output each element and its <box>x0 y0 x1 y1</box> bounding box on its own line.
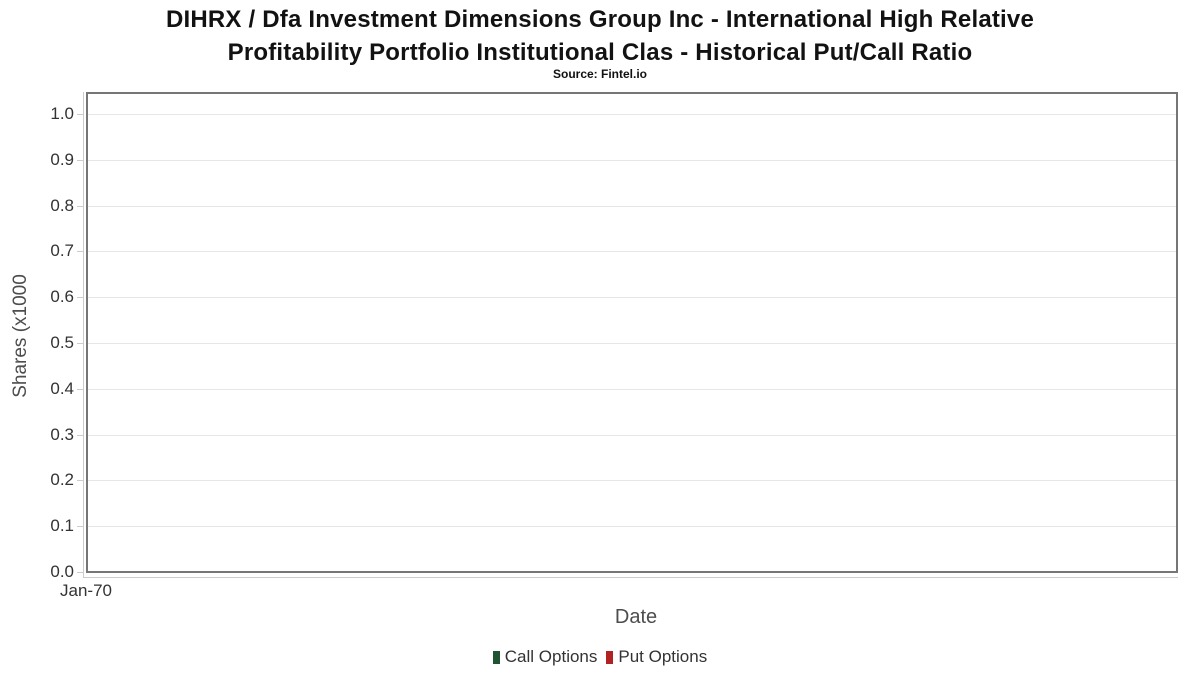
gridline <box>88 114 1176 115</box>
y-tick-label: 0.4 <box>50 378 74 398</box>
x-tick-label: Jan-70 <box>60 581 112 600</box>
legend-item-put-options[interactable]: Put Options <box>606 647 707 667</box>
gridline <box>88 388 1176 390</box>
y-tick <box>77 572 83 573</box>
y-tick-label: 0.0 <box>50 562 74 581</box>
gridline <box>88 526 1176 528</box>
y-tick-label: 0.6 <box>50 287 74 307</box>
y-tick-label: 0.8 <box>50 195 74 215</box>
gridline <box>88 434 1176 436</box>
gridline <box>88 251 1176 253</box>
x-axis-line <box>83 577 1178 578</box>
plot-border <box>86 92 1178 573</box>
legend-label: Put Options <box>618 647 708 666</box>
y-tick-label: 0.7 <box>50 241 74 261</box>
y-tick <box>77 297 83 299</box>
gridline <box>88 297 1176 299</box>
y-tick <box>77 251 83 253</box>
y-axis-title: Shares (x1000 <box>10 274 31 398</box>
y-axis-line <box>83 92 84 577</box>
y-tick-label: 0.3 <box>50 424 74 444</box>
chart-title-line2: Profitability Portfolio Institutional Cl… <box>227 39 973 66</box>
y-tick-label: 0.9 <box>50 149 74 169</box>
y-tick <box>77 159 83 161</box>
y-tick-label: 0.5 <box>50 333 74 352</box>
chart-subtitle: Source: Fintel.io <box>552 67 647 81</box>
x-axis-title: Date <box>614 606 658 628</box>
y-tick <box>77 480 83 482</box>
gridline <box>88 480 1176 482</box>
y-tick-label: 1.0 <box>50 104 74 123</box>
y-tick <box>77 205 83 207</box>
legend: Call Options Put Options <box>0 647 1200 667</box>
gridline <box>88 205 1176 207</box>
legend-marker <box>492 650 500 664</box>
chart-title-line1: DIHRX / Dfa Investment Dimensions Group … <box>165 6 1035 33</box>
y-tick <box>77 343 83 344</box>
legend-marker <box>606 650 614 664</box>
gridline <box>88 343 1176 344</box>
legend-item-call-options[interactable]: Call Options <box>492 647 598 667</box>
chart-title: DIHRX / Dfa Investment Dimensions Group … <box>0 3 1200 69</box>
y-tick <box>77 388 83 390</box>
y-tick-label: 0.2 <box>50 470 74 490</box>
legend-label: Call Options <box>504 647 598 666</box>
y-tick <box>77 434 83 436</box>
y-tick-label: 0.1 <box>50 516 74 536</box>
y-tick <box>77 114 83 115</box>
y-tick <box>77 526 83 528</box>
gridline <box>88 159 1176 161</box>
